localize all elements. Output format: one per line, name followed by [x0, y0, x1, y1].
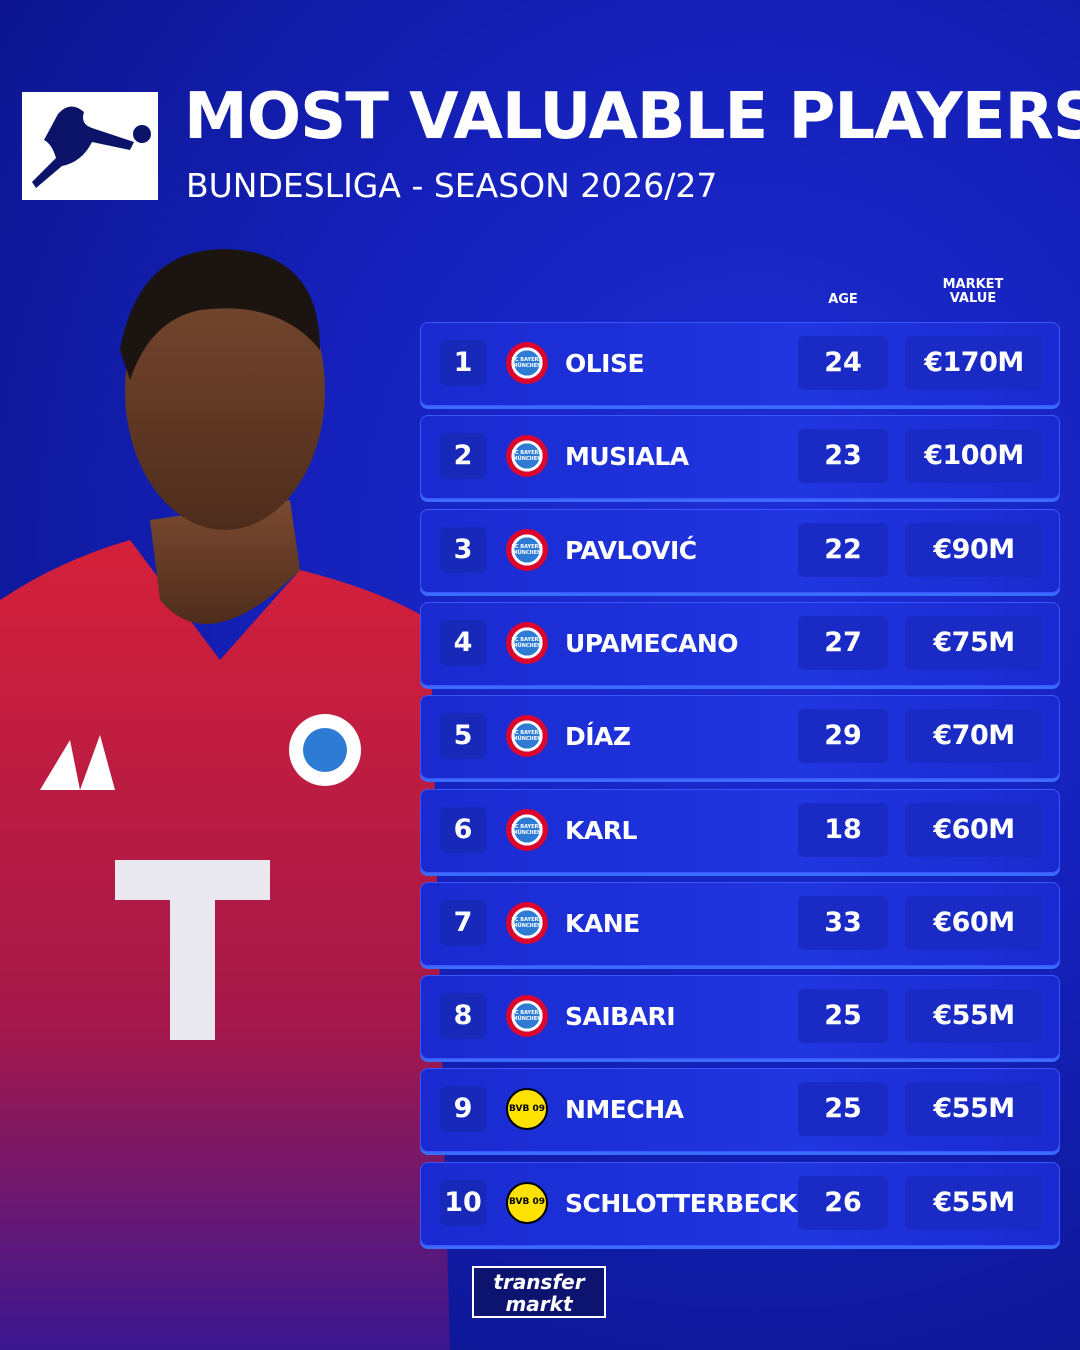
player-age: 23: [798, 429, 888, 484]
rank: 1: [440, 340, 486, 386]
column-header: MARKET VALUE: [942, 277, 1004, 306]
rank: 4: [440, 619, 486, 666]
player-age: 25: [798, 989, 888, 1044]
player-name: MUSIALA: [565, 442, 689, 472]
player-name: KARL: [565, 815, 637, 845]
player-name: SCHLOTTERBECK: [565, 1188, 797, 1218]
club-badge: FC BAYERN MÜNCHEN: [506, 901, 548, 944]
player-photo: [0, 249, 450, 1350]
club-badge: FC BAYERN MÜNCHEN: [506, 621, 548, 664]
market-value: €55M: [905, 1175, 1043, 1230]
footer-logo-text: markt: [505, 1292, 573, 1316]
club-badge: BVB 09: [506, 1181, 548, 1224]
market-value: €55M: [905, 989, 1043, 1044]
table-row: 5 FC BAYERN MÜNCHEN DÍAZ 29 €70M: [420, 695, 1060, 780]
market-value: €170M: [905, 336, 1043, 390]
shirt-stripes: [40, 735, 115, 790]
table-row: 4 FC BAYERN MÜNCHEN UPAMECANO 27 €75M: [420, 601, 1060, 686]
rank: 9: [440, 1086, 486, 1133]
player-age: 29: [798, 709, 888, 764]
shirt: [0, 540, 450, 1350]
player-name: UPAMECANO: [565, 628, 739, 658]
rank: 2: [440, 433, 486, 480]
club-badge: FC BAYERN MÜNCHEN: [506, 808, 548, 851]
player-age: 22: [798, 522, 888, 577]
market-value: €100M: [905, 429, 1043, 484]
player-name: SAIBARI: [565, 1002, 676, 1032]
player-age: 18: [798, 802, 888, 857]
rank: 10: [440, 1179, 486, 1226]
market-value: €55M: [905, 1082, 1043, 1137]
footer-logo-text: transfer: [493, 1270, 585, 1294]
rank: 8: [440, 993, 486, 1040]
club-badge: FC BAYERN MÜNCHEN: [506, 715, 548, 758]
player-name: PAVLOVIĆ: [565, 535, 697, 565]
player-name: DÍAZ: [565, 722, 631, 752]
player-age: 24: [798, 336, 888, 390]
head: [125, 250, 325, 530]
table-row: 6 FC BAYERN MÜNCHEN KARL 18 €60M: [420, 788, 1060, 873]
footer-logo: transfer markt: [472, 1266, 606, 1318]
column-header: AGE: [828, 292, 858, 307]
shirt-sponsor: [115, 860, 270, 1040]
crest-inner: [303, 728, 347, 772]
market-value: €70M: [905, 709, 1043, 764]
rank: 7: [440, 899, 486, 946]
rank: 5: [440, 713, 486, 760]
neck: [150, 500, 300, 624]
hair: [120, 249, 320, 380]
league-logo: [22, 92, 158, 200]
player-name: KANE: [565, 908, 640, 938]
market-value: €60M: [905, 802, 1043, 857]
table-row: 9 BVB 09 NMECHA 25 €55M: [420, 1068, 1060, 1153]
table-row: 2 FC BAYERN MÜNCHEN MUSIALA 23 €100M: [420, 415, 1060, 500]
player-age: 33: [798, 895, 888, 950]
market-value: €75M: [905, 615, 1043, 670]
table-row: 1 FC BAYERN MÜNCHEN OLISE 24 €170M: [420, 322, 1060, 406]
table-row: 10 BVB 09 SCHLOTTERBECK 26 €55M: [420, 1161, 1060, 1246]
player-age: 26: [798, 1175, 888, 1230]
table-row: 7 FC BAYERN MÜNCHEN KANE 33 €60M: [420, 881, 1060, 966]
table-row: 8 FC BAYERN MÜNCHEN SAIBARI 25 €55M: [420, 975, 1060, 1060]
league-logo-figure: [32, 106, 151, 188]
table-row: 3 FC BAYERN MÜNCHEN PAVLOVIĆ 22 €90M: [420, 508, 1060, 593]
market-value: €90M: [905, 522, 1043, 577]
player-age: 27: [798, 615, 888, 670]
rank: 6: [440, 806, 486, 853]
player-name: OLISE: [565, 349, 645, 378]
title: MOST VALUABLE PLAYERS: [184, 80, 1080, 154]
player-age: 25: [798, 1082, 888, 1137]
player-name: NMECHA: [565, 1095, 684, 1125]
rank: 3: [440, 526, 486, 573]
club-badge: BVB 09: [506, 1088, 548, 1131]
club-badge: FC BAYERN MÜNCHEN: [506, 995, 548, 1038]
subtitle: BUNDESLIGA - SEASON 2026/27: [186, 166, 718, 205]
market-value: €60M: [905, 895, 1043, 950]
club-badge: FC BAYERN MÜNCHEN: [506, 528, 548, 571]
club-badge: FC BAYERN MÜNCHEN: [506, 342, 548, 384]
club-badge: FC BAYERN MÜNCHEN: [506, 435, 548, 478]
